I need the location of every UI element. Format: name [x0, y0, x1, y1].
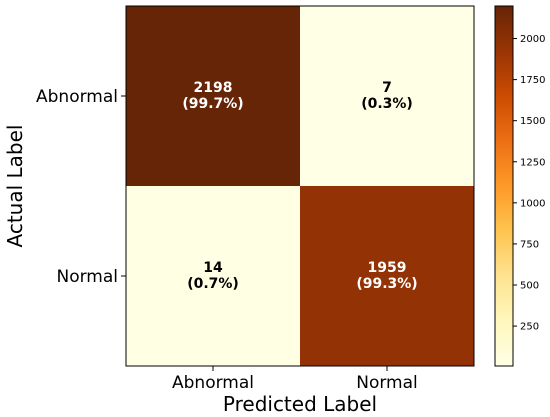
- colorbar-tick-label: 2000: [520, 34, 545, 45]
- colorbar-ticks: 250 500 750 1000 1250 1500 1750 2000: [513, 34, 545, 333]
- cell-value-label: (0.3%): [361, 96, 413, 112]
- cell-value-label: (99.7%): [182, 96, 243, 112]
- x-tick-label: Normal: [356, 373, 418, 393]
- x-axis: Abnormal Normal Predicted Label: [172, 366, 418, 416]
- heatmap-cell: [300, 186, 474, 366]
- colorbar-tick-label: 1750: [520, 75, 545, 86]
- y-axis-label: Actual Label: [3, 125, 27, 248]
- heatmap-frame: [125, 5, 475, 367]
- x-tick-label: Abnormal: [172, 373, 254, 393]
- heatmap-cells: 2198(99.7%) 7(0.3%) 14(0.7%) 1959(99.3%): [126, 6, 474, 366]
- colorbar: 250 500 750 1000 1250 1500 1750 2000: [494, 5, 545, 367]
- cell-value-label: 1959: [368, 260, 407, 276]
- colorbar-tick-label: 1000: [520, 198, 545, 209]
- x-axis-label: Predicted Label: [223, 392, 377, 416]
- colorbar-tick-label: 500: [520, 280, 539, 291]
- colorbar-tick-label: 1500: [520, 116, 545, 127]
- cell-value-label: (0.7%): [187, 276, 239, 292]
- cell-value-label: 7: [382, 80, 392, 96]
- colorbar-gradient: [494, 5, 514, 367]
- heatmap-cell: [300, 6, 474, 186]
- y-tick-label: Abnormal: [36, 87, 118, 107]
- colorbar-tick-label: 1250: [520, 157, 545, 168]
- cell-value-label: (99.3%): [356, 276, 417, 292]
- colorbar-tick-label: 750: [520, 239, 539, 250]
- cell-value-label: 2198: [194, 80, 233, 96]
- heatmap-cell: [126, 6, 300, 186]
- cell-value-label: 14: [203, 260, 223, 276]
- y-tick-label: Normal: [56, 267, 118, 287]
- y-axis: Abnormal Normal Actual Label: [3, 87, 126, 287]
- heatmap-cell: [126, 186, 300, 366]
- colorbar-tick-label: 250: [520, 322, 539, 333]
